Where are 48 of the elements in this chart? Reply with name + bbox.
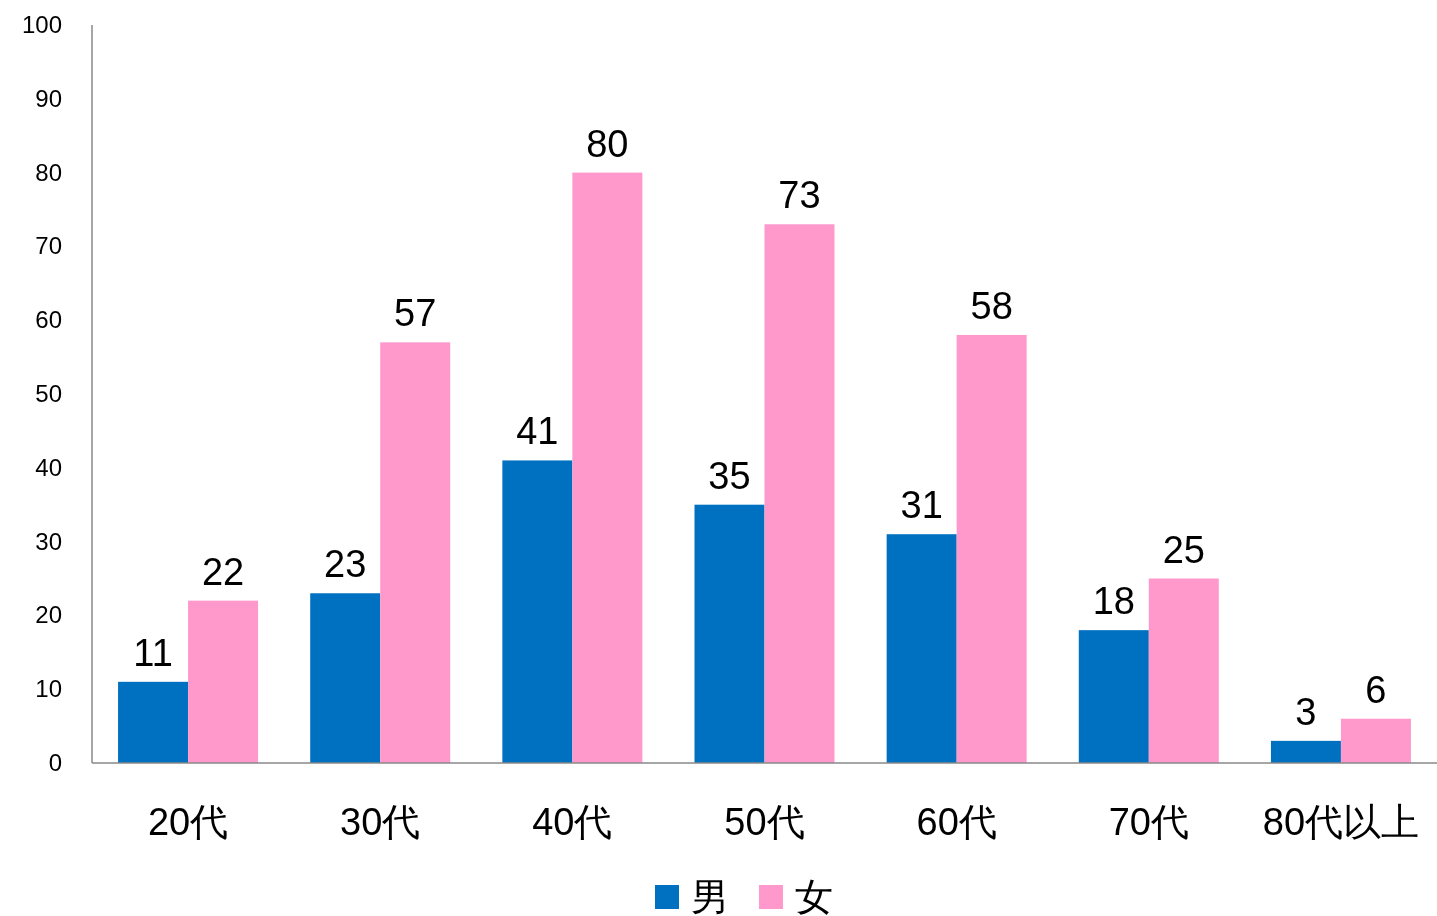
data-label: 11 bbox=[133, 631, 173, 674]
bar bbox=[886, 534, 957, 763]
bar bbox=[694, 504, 765, 763]
x-tick-label: 20代 bbox=[147, 801, 229, 843]
y-tick-label: 90 bbox=[35, 84, 62, 112]
y-tick-label: 40 bbox=[35, 453, 62, 481]
x-tick-label: 40代 bbox=[532, 801, 613, 843]
y-tick-label: 70 bbox=[35, 232, 62, 260]
x-tick-label: 80代以上 bbox=[1262, 801, 1420, 843]
x-tick-label: 70代 bbox=[1108, 801, 1189, 843]
bar bbox=[764, 224, 835, 763]
data-label: 41 bbox=[516, 410, 559, 453]
x-tick-label: 30代 bbox=[340, 801, 421, 843]
data-label: 25 bbox=[1162, 528, 1205, 571]
data-label: 58 bbox=[970, 284, 1013, 327]
data-label: 35 bbox=[708, 454, 751, 497]
y-tick-label: 20 bbox=[35, 601, 62, 629]
y-tick-label: 50 bbox=[35, 380, 62, 407]
data-label: 80 bbox=[586, 122, 629, 165]
bar bbox=[1078, 630, 1149, 763]
y-tick-label: 30 bbox=[35, 527, 62, 555]
bar bbox=[502, 460, 573, 763]
x-tick-label: 50代 bbox=[724, 801, 805, 843]
legend-label: 男 bbox=[691, 876, 729, 916]
y-tick-label: 60 bbox=[35, 306, 62, 334]
bar bbox=[310, 593, 381, 763]
y-tick-label: 10 bbox=[35, 675, 62, 703]
bar bbox=[118, 681, 189, 763]
x-tick-label: 60代 bbox=[916, 801, 997, 843]
y-tick-label: 100 bbox=[21, 11, 62, 38]
bar bbox=[956, 334, 1027, 763]
bar bbox=[188, 600, 259, 763]
data-label: 22 bbox=[201, 550, 245, 593]
data-label: 57 bbox=[394, 292, 437, 335]
data-label: 73 bbox=[778, 174, 821, 217]
data-label: 31 bbox=[900, 484, 943, 527]
y-tick-label: 80 bbox=[35, 158, 62, 186]
bar bbox=[380, 342, 451, 763]
y-tick-label: 0 bbox=[48, 749, 62, 776]
data-label: 6 bbox=[1365, 668, 1387, 711]
data-label: 23 bbox=[324, 543, 367, 586]
bar bbox=[1148, 578, 1219, 763]
bar bbox=[1270, 740, 1341, 763]
bar bbox=[1340, 718, 1411, 763]
bar bbox=[572, 172, 643, 763]
data-label: 3 bbox=[1295, 690, 1317, 733]
data-label: 18 bbox=[1092, 580, 1135, 623]
legend-label: 女 bbox=[795, 876, 833, 916]
